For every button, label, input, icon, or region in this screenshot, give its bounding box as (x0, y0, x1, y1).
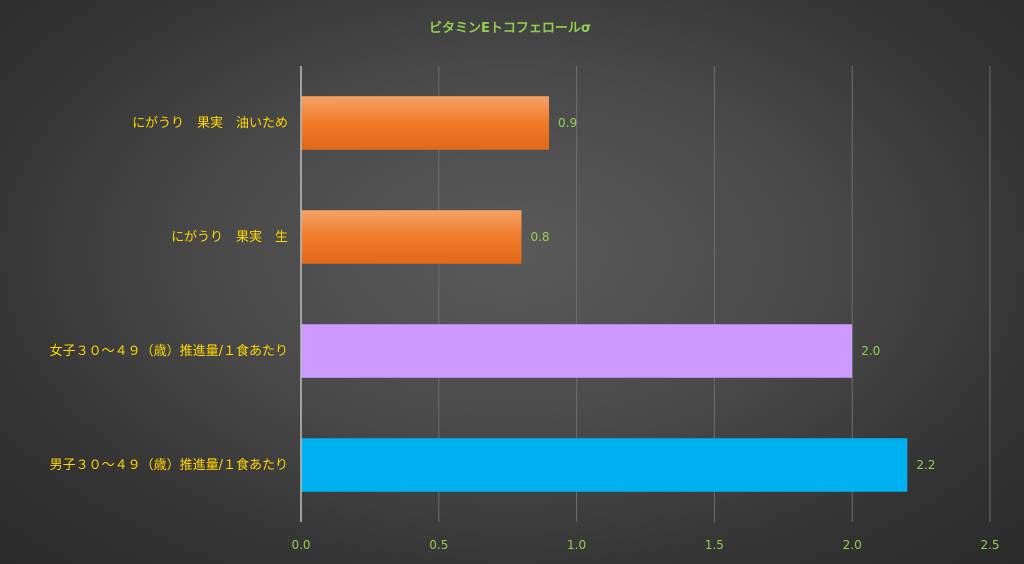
data-label: 0.9 (558, 116, 577, 130)
x-tick-label: 2.0 (843, 538, 862, 552)
x-tick-label: 0.0 (291, 538, 310, 552)
category-label: 男子３０～４９（歳）推進量/１食あたり (50, 457, 288, 473)
x-tick-labels: 0.0 0.5 1.0 1.5 2.0 2.5 (291, 538, 999, 552)
chart-title: ビタミンEトコフェロールσ (429, 20, 591, 36)
x-tick-label: 0.5 (429, 538, 448, 552)
x-tick-label: 1.0 (567, 538, 586, 552)
data-label: 2.0 (861, 344, 880, 358)
bar (301, 438, 908, 492)
category-label: にがうり 果実 生 (171, 229, 288, 245)
bar (301, 96, 550, 150)
bar (301, 210, 522, 264)
data-label: 2.2 (916, 458, 935, 472)
category-label: 女子３０～４９（歳）推進量/１食あたり (50, 343, 288, 359)
data-label: 0.8 (530, 230, 549, 244)
bars: 0.9 0.8 2.0 2.2 (301, 96, 935, 492)
bar (301, 324, 853, 378)
category-label: にがうり 果実 油いため (132, 115, 288, 131)
x-tick-label: 2.5 (980, 538, 999, 552)
x-tick-label: 1.5 (705, 538, 724, 552)
